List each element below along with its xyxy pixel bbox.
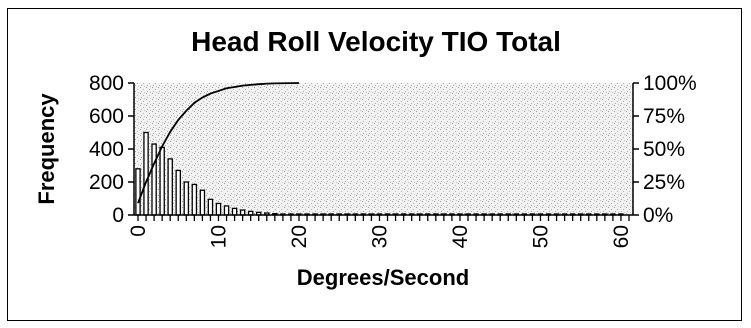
x-tick-label: 0 — [127, 225, 150, 237]
line-layer — [137, 82, 299, 204]
axes-layer: 0 200 400 600 800 0% 25% 50% 75% 100% 0 10 20 30 40 50 6… — [89, 72, 697, 248]
bar — [135, 168, 141, 216]
y-tick-label: 800 — [89, 72, 124, 95]
bar — [183, 181, 190, 216]
bar — [223, 205, 230, 216]
x-tick-label: 20 — [288, 225, 311, 248]
bar — [199, 189, 206, 216]
x-axis-title: Degrees/Second — [297, 265, 469, 290]
y2-tick-label: 75% — [643, 105, 685, 128]
bar — [175, 169, 181, 216]
y-tick-label: 200 — [89, 171, 124, 194]
bar — [207, 198, 214, 216]
bar — [231, 207, 238, 216]
bar — [215, 202, 222, 216]
y2-tick-label: 25% — [643, 171, 685, 194]
x-tick-label: 40 — [449, 225, 472, 248]
bar — [191, 183, 198, 216]
bar — [151, 143, 157, 216]
bar — [143, 131, 149, 216]
y2-tick-label: 50% — [643, 138, 685, 161]
y-tick-label: 400 — [89, 138, 124, 161]
bar — [167, 158, 173, 216]
y-tick-label: 600 — [89, 105, 124, 128]
x-tick-label: 10 — [207, 225, 230, 248]
chart-frame: Head Roll Velocity TIO Total 0 200 400 600 8… — [7, 8, 742, 321]
cumulative-line — [137, 82, 299, 204]
y2-tick-label: 100% — [643, 72, 697, 95]
x-tick-label: 50 — [529, 225, 552, 248]
chart-title: Head Roll Velocity TIO Total — [191, 26, 561, 57]
chart-svg: Head Roll Velocity TIO Total 02004006008… — [34, 26, 697, 290]
y2-tick-label: 0% — [643, 204, 673, 227]
x-tick-label: 30 — [368, 225, 391, 248]
x-tick-label: 60 — [610, 225, 633, 248]
bars-layer — [135, 131, 624, 216]
bar — [159, 146, 165, 216]
y-tick-label: 0 — [112, 204, 124, 227]
y-axis-title: Frequency — [34, 93, 59, 205]
plot-area — [134, 83, 633, 215]
